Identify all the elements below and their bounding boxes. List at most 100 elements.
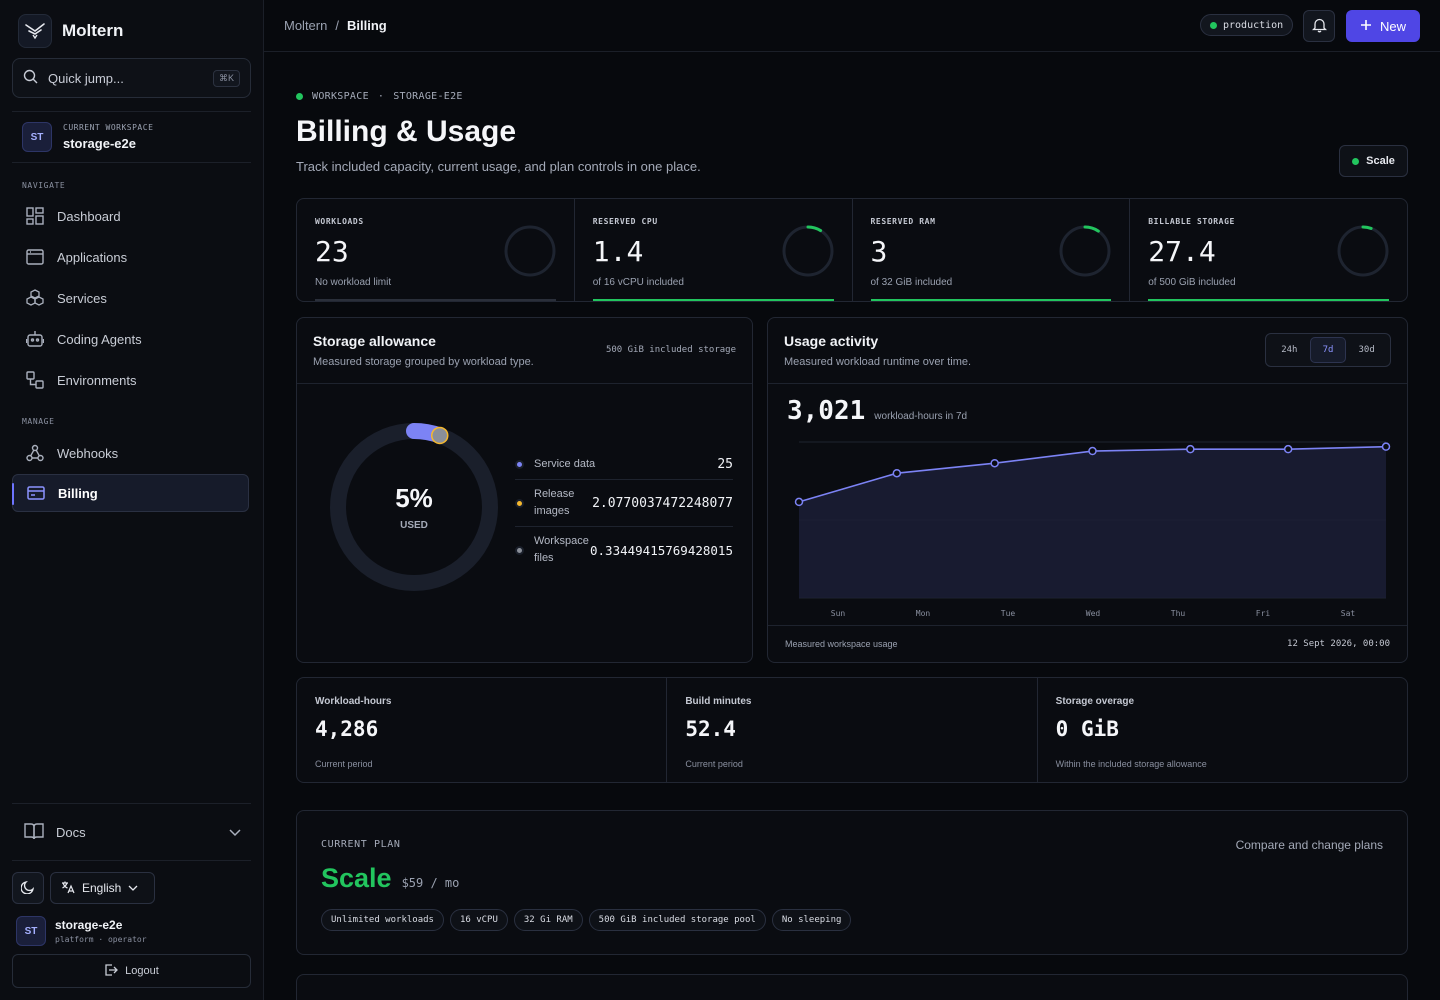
theme-toggle-button[interactable] bbox=[12, 872, 44, 904]
usage-ring bbox=[504, 225, 556, 277]
plus-icon bbox=[1360, 19, 1372, 34]
sidebar-item-applications[interactable]: Applications bbox=[12, 238, 249, 276]
metric-subtext: Within the included storage allowance bbox=[1055, 759, 1207, 769]
period-metrics: Workload-hours 4,286 Current period Buil… bbox=[296, 677, 1408, 783]
status-dot-icon bbox=[296, 93, 303, 100]
legend-value: 25 bbox=[717, 457, 733, 472]
chart-area-fill bbox=[799, 446, 1386, 598]
storage-note: 500 GiB included storage bbox=[605, 345, 736, 355]
breadcrumb-root[interactable]: Moltern bbox=[284, 18, 328, 33]
translate-icon bbox=[61, 880, 75, 897]
legend-item: Workspace files 0.33449415769428015 bbox=[515, 527, 733, 573]
new-button-label: New bbox=[1379, 18, 1406, 34]
plan-eyebrow: CURRENT PLAN bbox=[321, 839, 401, 850]
chart-x-tick-label: Thu bbox=[1171, 609, 1186, 618]
stat-subtext: of 16 vCPU included bbox=[592, 277, 684, 288]
metric-subtext: Current period bbox=[315, 759, 373, 769]
stat-reserved-cpu: RESERVED CPU 1.4 of 16 vCPU included bbox=[575, 199, 853, 301]
breadcrumb: Moltern / Billing bbox=[284, 18, 387, 33]
book-icon bbox=[24, 822, 44, 843]
storage-percent: 5% bbox=[395, 483, 433, 513]
stat-progress-bar bbox=[592, 299, 834, 301]
metric-workload-hours: Workload-hours 4,286 Current period bbox=[297, 678, 668, 782]
stat-reserved-ram: RESERVED RAM 3 of 32 GiB included bbox=[853, 199, 1131, 301]
sidebar-item-label: Billing bbox=[58, 485, 98, 501]
plan-badge-label: Scale bbox=[1366, 155, 1395, 167]
plan-feature-chip: Unlimited workloads bbox=[321, 909, 444, 931]
metric-storage-overage: Storage overage 0 GiB Within the include… bbox=[1038, 678, 1407, 782]
brand-name: Moltern bbox=[62, 21, 124, 40]
stat-label: RESERVED CPU bbox=[592, 217, 658, 226]
metric-value: 0 GiB bbox=[1055, 717, 1119, 741]
logout-button[interactable]: Logout bbox=[12, 954, 251, 988]
chart-point bbox=[1088, 446, 1097, 456]
chart-point bbox=[990, 458, 999, 468]
environment-selector[interactable]: production bbox=[1200, 14, 1294, 36]
sidebar-item-dashboard[interactable]: Dashboard bbox=[12, 197, 249, 235]
card-subtitle: Measured workload runtime over time. bbox=[784, 356, 972, 368]
legend-item: Release images 2.0770037472248077 bbox=[515, 480, 733, 527]
sidebar-item-webhooks[interactable]: Webhooks bbox=[12, 434, 249, 472]
usage-ring bbox=[782, 225, 833, 277]
nav-section-navigate: NAVIGATE bbox=[22, 181, 66, 190]
language-select[interactable]: English bbox=[50, 872, 155, 904]
user-profile[interactable]: ST storage-e2e platform · operator bbox=[16, 916, 147, 946]
dashboard-icon bbox=[25, 206, 45, 226]
sidebar-item-coding-agents[interactable]: Coding Agents bbox=[12, 320, 249, 358]
language-label: English bbox=[82, 881, 122, 895]
stat-subtext: No workload limit bbox=[315, 277, 392, 288]
breadcrumb-separator: / bbox=[335, 18, 339, 33]
eyebrow-separator: · bbox=[377, 91, 385, 102]
notifications-button[interactable] bbox=[1303, 10, 1335, 42]
docs-toggle[interactable]: Docs bbox=[12, 803, 251, 861]
range-selector: 24h 7d 30d bbox=[1265, 333, 1391, 367]
status-dot-icon bbox=[1210, 21, 1217, 29]
bell-icon bbox=[1311, 17, 1327, 36]
next-section-card bbox=[296, 974, 1408, 1000]
usage-activity-card: Usage activity Measured workload runtime… bbox=[767, 317, 1408, 663]
new-button[interactable]: New bbox=[1346, 10, 1420, 42]
range-option-30d[interactable]: 30d bbox=[1358, 345, 1375, 355]
moltern-logo-icon bbox=[18, 14, 52, 48]
legend-name: Service data bbox=[534, 458, 596, 470]
sidebar-item-label: Environments bbox=[57, 372, 137, 388]
plan-price: $59 / mo bbox=[401, 876, 460, 890]
stat-progress-bar bbox=[315, 299, 556, 301]
sidebar-item-billing[interactable]: Billing bbox=[12, 474, 249, 512]
metric-label: Workload-hours bbox=[315, 696, 392, 707]
legend-value: 2.0770037472248077 bbox=[592, 495, 733, 511]
workspace-avatar: ST bbox=[22, 122, 52, 152]
chart-x-tick-label: Sun bbox=[831, 609, 846, 618]
workspace-switcher[interactable]: ST CURRENT WORKSPACE storage-e2e bbox=[12, 111, 251, 163]
quick-jump-search[interactable]: Quick jump... ⌘K bbox=[12, 58, 251, 98]
stat-billable-storage: BILLABLE STORAGE 27.4 of 500 GiB include… bbox=[1130, 199, 1407, 301]
page-eyebrow: WORKSPACE · STORAGE-E2E bbox=[296, 91, 463, 102]
legend-dot-icon bbox=[515, 460, 524, 469]
donut-used-segment bbox=[330, 423, 498, 591]
plan-feature-chip: 500 GiB included storage pool bbox=[588, 909, 766, 931]
sidebar-item-label: Coding Agents bbox=[57, 331, 142, 347]
sidebar-item-environments[interactable]: Environments bbox=[12, 361, 249, 399]
nav-section-manage: MANAGE bbox=[22, 417, 55, 426]
stat-progress-fill bbox=[1148, 299, 1389, 301]
legend-dot-icon bbox=[515, 545, 524, 555]
capacity-stats: WORKLOADS 23 No workload limit RESERVED … bbox=[296, 198, 1408, 302]
chart-x-tick-label: Sat bbox=[1341, 609, 1356, 618]
quick-jump-placeholder: Quick jump... bbox=[48, 70, 124, 86]
usage-footer-label: Measured workspace usage bbox=[785, 639, 898, 649]
chart-x-tick-label: Tue bbox=[1001, 609, 1016, 618]
workspace-label: CURRENT WORKSPACE bbox=[63, 123, 154, 132]
logout-label: Logout bbox=[125, 965, 159, 977]
compare-plans-link[interactable]: Compare and change plans bbox=[1235, 838, 1383, 852]
chart-x-tick-label: Fri bbox=[1256, 609, 1271, 618]
range-option-7d[interactable]: 7d bbox=[1309, 337, 1346, 363]
stat-label: WORKLOADS bbox=[315, 217, 364, 226]
range-option-24h[interactable]: 24h bbox=[1281, 345, 1298, 355]
metric-label: Build minutes bbox=[685, 696, 752, 707]
sidebar-item-services[interactable]: Services bbox=[12, 279, 249, 317]
stat-label: BILLABLE STORAGE bbox=[1148, 217, 1235, 226]
brand[interactable]: Moltern bbox=[18, 14, 123, 48]
donut-end-marker bbox=[430, 426, 449, 445]
usage-total: 3,021 workload-hours in 7d bbox=[787, 396, 967, 426]
environments-icon bbox=[25, 370, 45, 390]
